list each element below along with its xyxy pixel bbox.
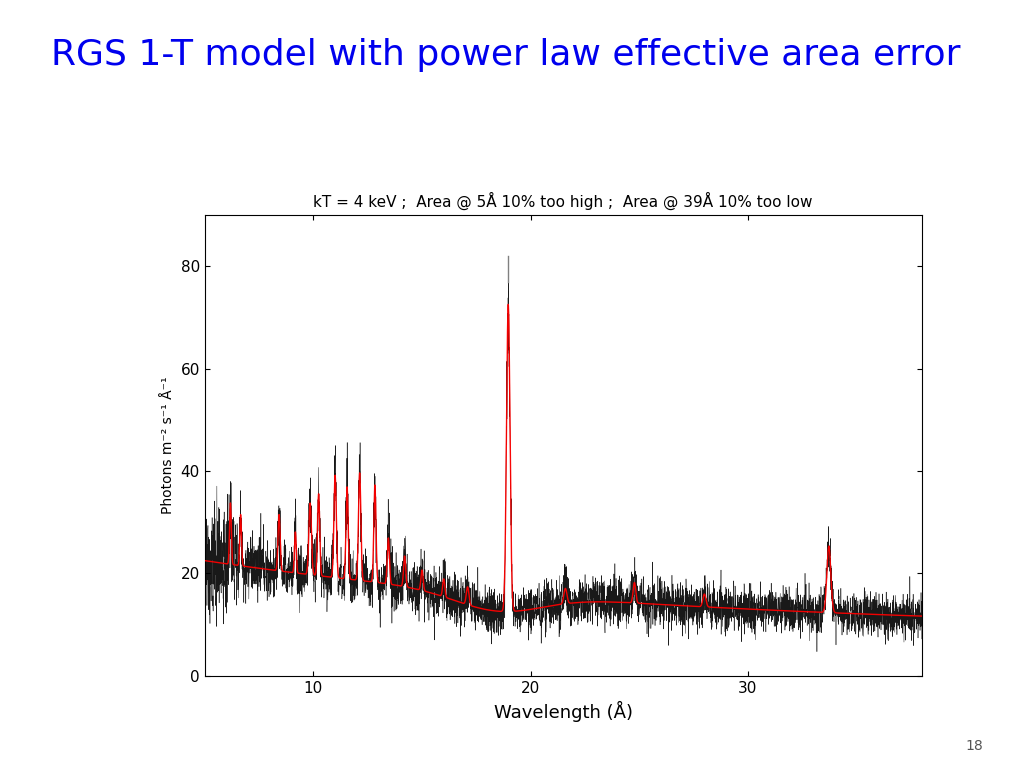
Title: kT = 4 keV ;  Area @ 5Å 10% too high ;  Area @ 39Å 10% too low: kT = 4 keV ; Area @ 5Å 10% too high ; Ar… — [313, 192, 813, 210]
X-axis label: Wavelength (Å): Wavelength (Å) — [494, 701, 633, 723]
Y-axis label: Photons m⁻² s⁻¹ Å⁻¹: Photons m⁻² s⁻¹ Å⁻¹ — [161, 376, 175, 515]
Text: 18: 18 — [966, 739, 983, 753]
Text: RGS 1-T model with power law effective area error: RGS 1-T model with power law effective a… — [51, 38, 961, 72]
